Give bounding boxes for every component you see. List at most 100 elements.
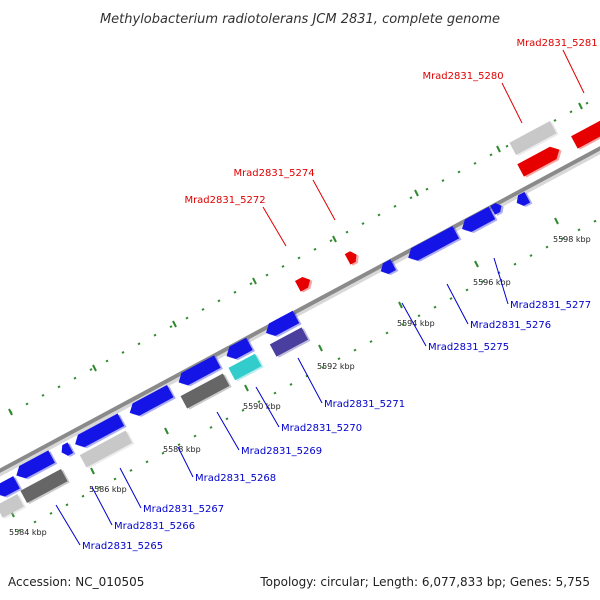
major-tick [172, 320, 177, 328]
lower-tick-dot [17, 529, 21, 532]
gene-tier2-5270 [228, 353, 264, 382]
gene-reverse-5270a-body [226, 337, 253, 360]
label-forward-5272: Mrad2831_5272 [184, 195, 265, 206]
gene-reverse-5273 [380, 259, 399, 276]
upper-tick-dot [169, 325, 173, 329]
gene-reverse-5265a [16, 450, 58, 480]
upper-tick-dot [201, 308, 205, 311]
gene-reverse-5266a [61, 442, 76, 457]
lower-tick-dot [49, 511, 53, 515]
label-reverse-5270-leader [255, 386, 280, 428]
gene-reverse-5277-body [516, 191, 531, 206]
major-tick [474, 260, 479, 268]
upper-tick-dot [89, 368, 93, 372]
upper-tick-dot [25, 402, 29, 406]
lower-tick-dot [113, 477, 117, 481]
gene-reverse-5277a-body [490, 203, 502, 215]
lower-tick-dot [257, 400, 261, 404]
lower-tick-dot [577, 228, 581, 232]
gene-reverse-5264-body [0, 476, 20, 497]
upper-tick-dot [249, 282, 253, 286]
upper-tick-dot [297, 256, 301, 260]
label-reverse-5275-leader [401, 302, 427, 347]
tick-label: 5598 kbp [553, 235, 591, 244]
gene-tier2-5265-body [20, 468, 68, 504]
major-tick [92, 364, 97, 372]
label-reverse-5269: Mrad2831_5269 [241, 446, 322, 457]
gene-reverse-5277a [490, 203, 504, 216]
upper-tick-dot [441, 179, 445, 182]
gene-reverse-5275-body [408, 226, 460, 261]
lower-tick-dot [321, 365, 325, 369]
label-reverse-5271-leader [297, 357, 323, 404]
gene-reverse-5269a-body [178, 355, 221, 386]
upper-tick-dot [73, 376, 77, 380]
major-tick [578, 102, 583, 110]
label-forward-5281: Mrad2831_5281 [516, 38, 597, 49]
gene-forward-5281 [571, 117, 600, 150]
gene-reverse-5276-body [462, 206, 496, 232]
label-reverse-5277: Mrad2831_5277 [510, 300, 591, 311]
tick-label: 5594 kbp [397, 319, 435, 328]
lower-tick-dot [65, 503, 69, 507]
lower-tick-dot [225, 417, 229, 421]
major-tick [164, 427, 169, 435]
lower-tick-dot [129, 468, 133, 472]
tick-label: 5596 kbp [473, 278, 511, 287]
gene-forward-5272-body [294, 277, 311, 292]
upper-tick-dot [345, 230, 349, 234]
lower-tick-dot [465, 288, 469, 292]
lower-tick-dot [273, 391, 277, 395]
upper-tick-dot [313, 247, 317, 251]
gene-reverse-5264 [0, 476, 23, 498]
gene-reverse-5271a-body [266, 310, 300, 336]
label-forward-5280-leader [501, 82, 523, 124]
lower-tick-dot [209, 426, 213, 429]
tick-label: 5592 kbp [317, 362, 355, 371]
label-reverse-5265: Mrad2831_5265 [82, 541, 163, 552]
gene-forward-5279-body [509, 120, 557, 156]
lower-tick-dot [241, 408, 245, 412]
upper-tick-dot [329, 239, 333, 243]
gene-reverse-5275 [408, 226, 462, 262]
lower-tick-dot [193, 434, 197, 438]
gene-tier2-5265 [20, 468, 70, 505]
gene-reverse-5277 [516, 191, 533, 207]
gene-tier2-5271-body [269, 327, 309, 357]
lower-tick-dot [545, 245, 549, 249]
gene-reverse-5269a [178, 355, 223, 387]
lower-tick-dot [593, 219, 597, 223]
upper-tick-dot [569, 110, 573, 114]
gene-tier2-5269 [180, 373, 232, 410]
lower-tick-dot [97, 486, 101, 490]
upper-tick-dot [57, 385, 61, 389]
gene-reverse-5270a [226, 337, 256, 361]
upper-tick-dot [185, 316, 189, 320]
upper-tick-dot [473, 161, 477, 165]
tick-label: 5584 kbp [9, 528, 47, 537]
upper-tick-dot [361, 222, 365, 225]
map-title: Methylobacterium radiotolerans JCM 2831,… [100, 12, 500, 27]
gene-reverse-5266a-body [61, 442, 74, 456]
upper-tick-dot [233, 290, 237, 294]
upper-tick-dot [121, 350, 125, 354]
upper-tick-dot [489, 153, 493, 157]
upper-tick-dot [41, 393, 45, 397]
gene-tier2-5269-body [180, 373, 230, 409]
label-reverse-5276-leader [446, 283, 469, 325]
gene-reverse-5268a [129, 384, 176, 417]
gene-tier2-5271 [269, 327, 311, 358]
gene-forward-5281-body [571, 117, 600, 149]
lower-tick-dot [161, 451, 165, 455]
label-forward-5281-leader [562, 49, 585, 94]
lower-tick-dot [433, 305, 437, 309]
upper-tick-dot [457, 170, 461, 174]
lower-tick-dot [481, 279, 485, 283]
gene-tier2-gray-body [0, 494, 24, 518]
label-forward-5274: Mrad2831_5274 [233, 168, 314, 179]
upper-tick-dot [105, 359, 109, 363]
gene-forward-5274-body [344, 251, 357, 265]
lower-tick-dot [529, 254, 533, 258]
label-reverse-5271: Mrad2831_5271 [324, 399, 405, 410]
gene-reverse-5276 [462, 206, 498, 233]
